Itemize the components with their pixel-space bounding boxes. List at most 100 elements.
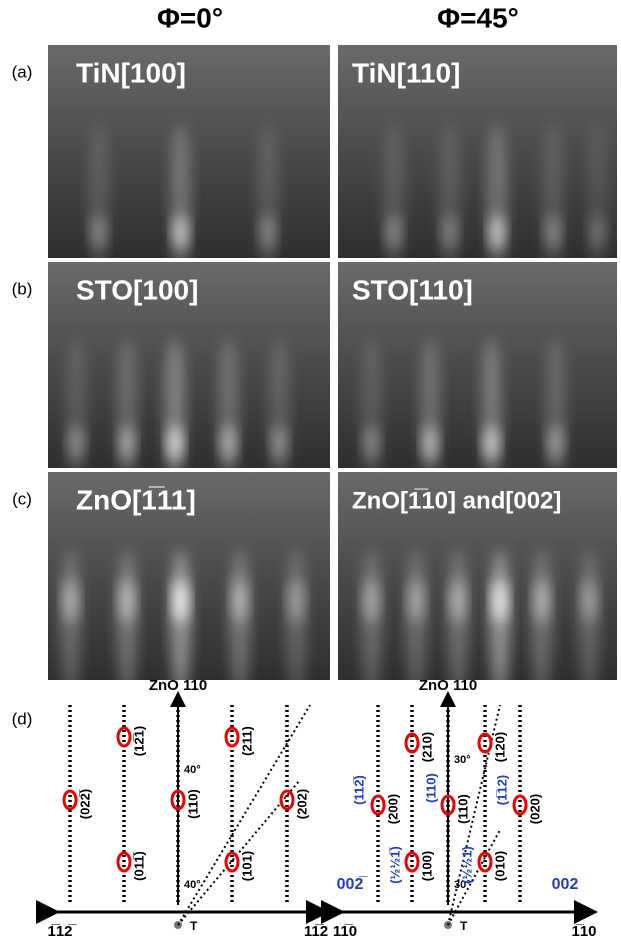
diffraction-spot (116, 726, 132, 748)
x-axis-label: 11̅2 (304, 923, 328, 940)
spot (423, 425, 438, 462)
image-bg (338, 262, 617, 468)
diffraction-spot (62, 789, 78, 811)
spot (173, 578, 188, 623)
spot (534, 578, 549, 623)
rheed-image: ZnO[1̅11] (48, 472, 330, 680)
spot-label: (202) (294, 789, 309, 819)
dotted-diagonal (447, 829, 501, 926)
axis-label: ZnO 110 (419, 677, 477, 694)
spot-label: (12̅1) (131, 726, 146, 756)
diffraction-spot (116, 851, 132, 873)
panel-title: STO[100] (76, 274, 198, 305)
spot (442, 214, 457, 251)
panel-title: ZnO[1̅11] (76, 484, 196, 515)
spot (450, 578, 465, 623)
spot (386, 214, 401, 251)
row-label: (b) (12, 279, 33, 298)
spot (63, 578, 78, 623)
angle-label: 40° (184, 764, 201, 776)
blue-spot-label: (½½1̅) (387, 846, 402, 884)
spot (289, 578, 304, 623)
spot (590, 214, 605, 251)
spot (272, 425, 287, 462)
spot (484, 425, 499, 462)
angle-label: 30° (454, 754, 471, 766)
axis-label: ZnO 110 (149, 677, 207, 694)
diffraction-spot (224, 851, 240, 873)
spot-label: (110) (185, 789, 200, 819)
origin-label: T (460, 919, 468, 933)
dotted-diagonal (177, 779, 301, 926)
diffraction-spot (404, 851, 420, 873)
spot (545, 214, 560, 251)
spot (548, 425, 563, 462)
blue-spot-label: (110) (423, 773, 438, 803)
spot (232, 578, 247, 623)
panel-title: STO[110] (352, 274, 473, 305)
diffraction-spot (440, 794, 456, 816)
panel-title: TiN[110] (352, 57, 460, 88)
x-axis-label: 11̅0 (333, 923, 357, 940)
spot-label: (010) (492, 851, 507, 881)
spot (582, 578, 597, 623)
spot (119, 425, 134, 462)
angle-label: 40° (184, 879, 201, 891)
diffraction-spot (477, 851, 493, 873)
spot-label: (210) (419, 732, 434, 762)
spot-label: (101) (239, 851, 254, 881)
spot (260, 214, 275, 251)
spot-label: (120) (492, 732, 507, 762)
blue-spot-label: (112̅) (351, 775, 366, 805)
rheed-image: TiN[110] (338, 45, 617, 258)
spot-label: (011̅) (131, 851, 146, 881)
image-bg (338, 472, 617, 680)
spot (364, 578, 379, 623)
streak (257, 123, 278, 258)
spot-label: (211) (239, 726, 254, 756)
x-axis-label: 1̅10 (571, 923, 596, 940)
panel-title: TiN[100] (76, 57, 186, 88)
rheed-image: STO[110] (338, 262, 617, 468)
streak (170, 123, 191, 258)
diffraction-spot (279, 789, 295, 811)
row-label: (c) (12, 489, 32, 508)
panel-title: ZnO[1̅10] and[002] (352, 487, 561, 514)
x-axis-label: 1̅12̅ (47, 923, 77, 940)
blue-axis-label: 002 (552, 876, 579, 893)
spot (409, 578, 424, 623)
diffraction-spot (170, 789, 186, 811)
spot (364, 425, 379, 462)
streak (439, 123, 460, 258)
column-header: Φ=45° (437, 2, 519, 33)
streak (383, 123, 404, 258)
streak (487, 123, 508, 258)
streak (587, 123, 608, 258)
streak (88, 123, 109, 258)
rheed-image: STO[100] (48, 262, 330, 468)
spot-label: (110) (455, 794, 470, 824)
blue-axis-label: 002̅ (337, 875, 369, 893)
rheed-image: TiN[100] (48, 45, 330, 258)
diffraction-spot (224, 726, 240, 748)
blue-spot-label: (1̅12) (494, 775, 509, 805)
diffraction-spot (404, 732, 420, 754)
spot (69, 425, 84, 462)
streak (542, 123, 563, 258)
spot (119, 578, 134, 623)
diffraction-spot (477, 732, 493, 754)
row-label: (d) (12, 709, 33, 728)
column-header: Φ=0° (157, 2, 223, 33)
rheed-image: ZnO[1̅10] and[002] (338, 472, 617, 680)
row-label: (a) (12, 62, 33, 81)
spot (173, 214, 188, 251)
blue-spot-label: (½½1) (459, 846, 474, 884)
spot (492, 578, 507, 623)
spot-label: (020) (527, 794, 542, 824)
spot (91, 214, 106, 251)
diffraction-spot (512, 794, 528, 816)
spot (490, 214, 505, 251)
angle-label: 30° (454, 879, 471, 891)
